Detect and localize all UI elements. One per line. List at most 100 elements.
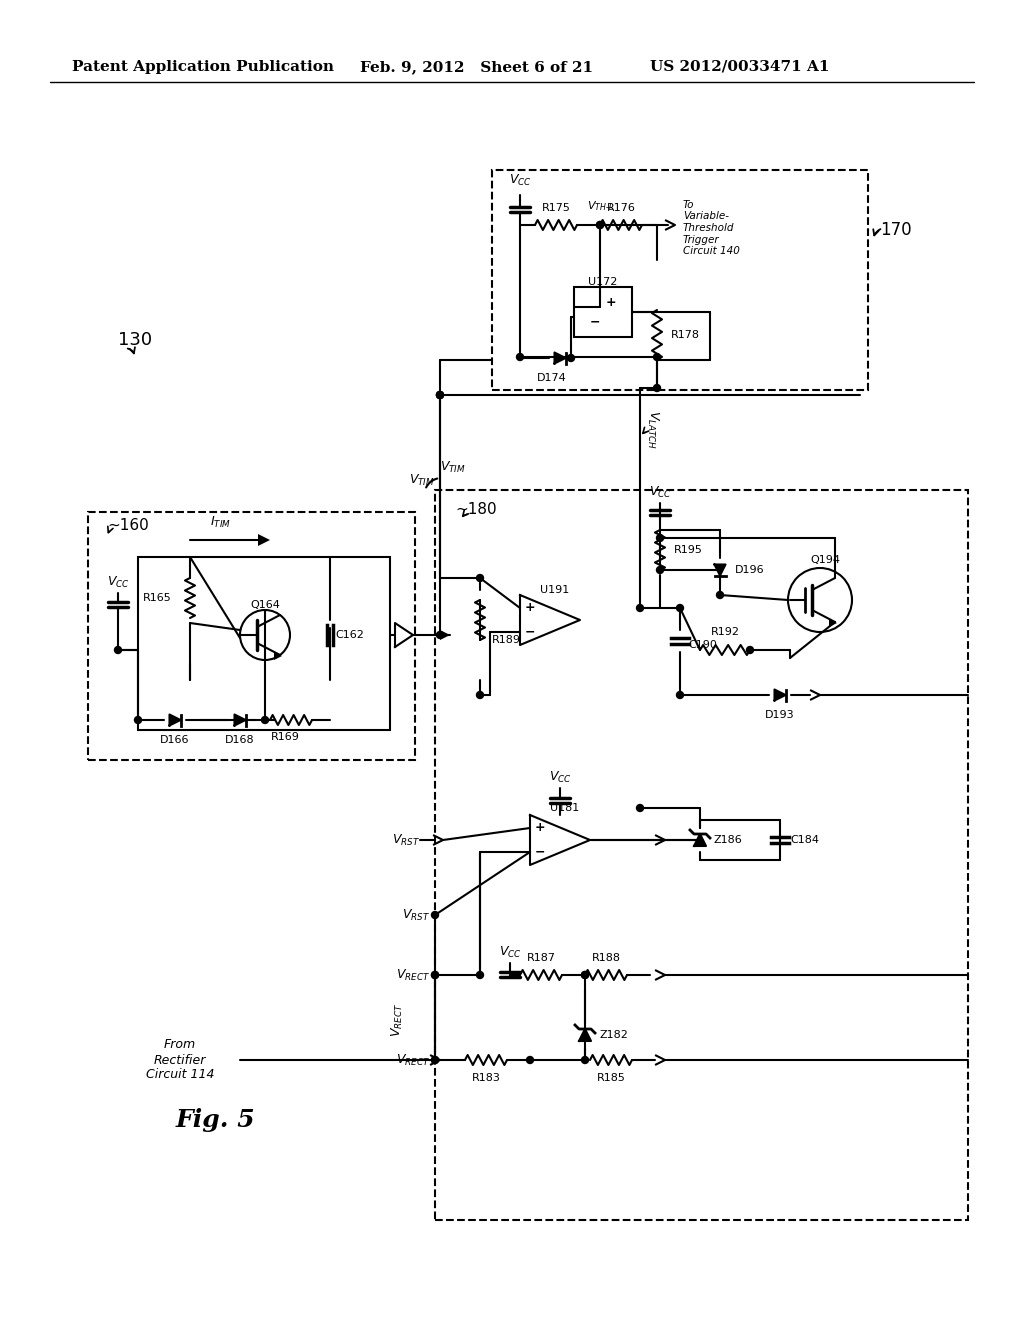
- Text: −: −: [590, 315, 600, 329]
- Text: C184: C184: [790, 836, 819, 845]
- Text: U191: U191: [541, 585, 569, 595]
- Text: +: +: [535, 821, 546, 834]
- Text: $V_{RECT}$: $V_{RECT}$: [396, 1052, 430, 1068]
- Text: +: +: [605, 296, 616, 309]
- Text: R192: R192: [711, 627, 739, 638]
- Circle shape: [431, 1056, 438, 1064]
- Text: $V_{CC}$: $V_{CC}$: [499, 945, 521, 960]
- Polygon shape: [440, 630, 450, 640]
- Bar: [574, 286, 632, 337]
- Polygon shape: [555, 352, 565, 363]
- Text: From
Rectifier
Circuit 114: From Rectifier Circuit 114: [145, 1039, 214, 1081]
- Bar: [138, 557, 390, 730]
- Circle shape: [597, 222, 603, 228]
- Text: Z182: Z182: [599, 1030, 628, 1040]
- Circle shape: [567, 355, 574, 362]
- Text: −: −: [535, 846, 545, 859]
- Polygon shape: [258, 535, 270, 546]
- Circle shape: [476, 972, 483, 978]
- Text: D166: D166: [160, 735, 189, 744]
- Text: $V_{TH\text{-}L}$: $V_{TH\text{-}L}$: [587, 199, 613, 213]
- Bar: [435, 490, 968, 1220]
- Text: $I_{TIM}$: $I_{TIM}$: [210, 515, 230, 531]
- Text: $V_{CC}$: $V_{CC}$: [648, 484, 672, 500]
- Circle shape: [516, 354, 523, 360]
- Circle shape: [476, 692, 483, 698]
- Text: U181: U181: [550, 803, 580, 813]
- Circle shape: [436, 392, 443, 399]
- Text: $V_{RST}$: $V_{RST}$: [401, 907, 430, 923]
- Circle shape: [431, 972, 438, 978]
- Circle shape: [677, 605, 683, 611]
- Text: $V_{RECT}$: $V_{RECT}$: [396, 968, 430, 982]
- Text: R176: R176: [606, 203, 636, 213]
- Text: 130: 130: [118, 331, 153, 348]
- Circle shape: [582, 972, 589, 978]
- Polygon shape: [274, 652, 282, 660]
- Circle shape: [656, 566, 664, 573]
- Text: To
Variable-
Threshold
Trigger
Circuit 140: To Variable- Threshold Trigger Circuit 1…: [683, 199, 740, 256]
- Text: D174: D174: [538, 374, 567, 383]
- Circle shape: [717, 591, 724, 598]
- Polygon shape: [829, 619, 837, 627]
- Circle shape: [582, 972, 589, 978]
- Text: $V_{TIM}$: $V_{TIM}$: [440, 459, 466, 475]
- Circle shape: [656, 535, 664, 541]
- Text: $V_{TIM}$: $V_{TIM}$: [410, 473, 435, 487]
- Text: ~160: ~160: [106, 517, 148, 532]
- Text: ~180: ~180: [455, 503, 497, 517]
- Circle shape: [582, 1056, 589, 1064]
- Polygon shape: [170, 714, 180, 726]
- Text: 170: 170: [880, 220, 911, 239]
- Text: R188: R188: [592, 953, 621, 964]
- Text: R187: R187: [526, 953, 555, 964]
- Text: Fig. 5: Fig. 5: [175, 1107, 255, 1133]
- Text: Q194: Q194: [810, 554, 840, 565]
- Bar: [88, 512, 415, 760]
- Circle shape: [526, 1056, 534, 1064]
- Circle shape: [677, 692, 683, 698]
- Circle shape: [637, 804, 643, 812]
- Text: D168: D168: [225, 735, 255, 744]
- Text: $V_{LATCH}$: $V_{LATCH}$: [645, 411, 660, 450]
- Text: $V_{CC}$: $V_{CC}$: [106, 576, 129, 590]
- Circle shape: [261, 717, 268, 723]
- Polygon shape: [715, 565, 725, 576]
- Circle shape: [597, 222, 603, 228]
- Circle shape: [436, 392, 443, 399]
- Text: Feb. 9, 2012   Sheet 6 of 21: Feb. 9, 2012 Sheet 6 of 21: [360, 59, 593, 74]
- Text: C190: C190: [688, 640, 717, 649]
- Text: C162: C162: [335, 630, 364, 640]
- Circle shape: [653, 354, 660, 360]
- Circle shape: [653, 384, 660, 392]
- Text: −: −: [524, 626, 536, 639]
- Text: $V_{RECT}$: $V_{RECT}$: [390, 1003, 406, 1038]
- Text: Q164: Q164: [250, 601, 280, 610]
- Circle shape: [115, 647, 122, 653]
- Text: $V_{CC}$: $V_{CC}$: [549, 770, 571, 785]
- Text: $V_{RST}$: $V_{RST}$: [392, 833, 420, 847]
- Text: Z186: Z186: [714, 836, 742, 845]
- Text: R178: R178: [671, 330, 700, 341]
- Text: R189: R189: [492, 635, 521, 645]
- Circle shape: [476, 574, 483, 582]
- Text: R195: R195: [674, 545, 702, 554]
- Circle shape: [431, 972, 438, 978]
- Text: $V_{CC}$: $V_{CC}$: [509, 173, 531, 187]
- Circle shape: [431, 1056, 438, 1064]
- Circle shape: [436, 392, 443, 399]
- Bar: [492, 170, 868, 389]
- Text: US 2012/0033471 A1: US 2012/0033471 A1: [650, 59, 829, 74]
- Polygon shape: [774, 689, 785, 701]
- Polygon shape: [694, 834, 706, 846]
- Circle shape: [431, 912, 438, 919]
- Circle shape: [134, 717, 141, 723]
- Circle shape: [637, 605, 643, 611]
- Text: R185: R185: [597, 1073, 626, 1082]
- Text: D196: D196: [735, 565, 765, 576]
- Circle shape: [746, 647, 754, 653]
- Text: R165: R165: [143, 593, 172, 603]
- Circle shape: [436, 631, 443, 639]
- Polygon shape: [234, 714, 246, 726]
- Text: D193: D193: [765, 710, 795, 719]
